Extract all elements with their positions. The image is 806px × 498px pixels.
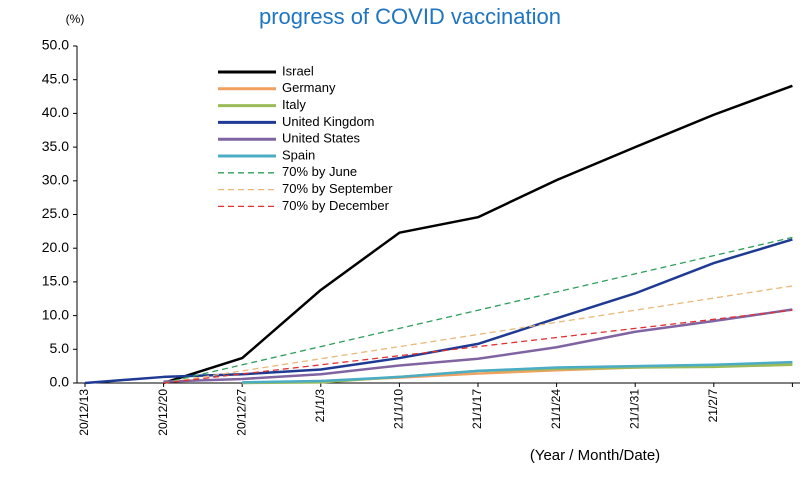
legend-label: Israel	[282, 63, 314, 78]
x-tick-label: 20/12/27	[234, 389, 248, 436]
series-line	[163, 309, 793, 384]
x-tick-label: 20/12/13	[77, 389, 91, 436]
y-tick-label: 20.0	[42, 239, 69, 255]
y-tick-label: 45.0	[42, 70, 69, 86]
series-line	[163, 285, 793, 384]
legend-label: United States	[282, 131, 361, 146]
y-tick-label: 35.0	[42, 138, 69, 154]
series-line	[84, 238, 793, 385]
legend-label: United Kingdom	[282, 114, 375, 129]
x-tick-label: 20/12/20	[156, 389, 170, 436]
legend-label: Spain	[282, 147, 315, 162]
y-tick-label: 5.0	[50, 340, 70, 356]
y-tick-label: 10.0	[42, 306, 69, 322]
y-tick-label: 25.0	[42, 205, 69, 221]
legend-label: Germany	[282, 80, 336, 95]
series-line	[163, 84, 793, 385]
y-tick-label: 30.0	[42, 172, 69, 188]
x-tick-label: 21/1/17	[470, 389, 484, 429]
legend-label: 70% by December	[282, 198, 390, 213]
series-line	[163, 308, 793, 383]
x-tick-label: 21/1/3	[313, 389, 327, 423]
x-tick-label: 21/1/10	[392, 389, 406, 429]
y-tick-label: 40.0	[42, 104, 69, 120]
x-axis-label: (Year / Month/Date)	[530, 447, 660, 464]
y-tick-label: 0.0	[50, 374, 70, 390]
y-tick-label: 50.0	[42, 37, 69, 53]
x-tick-label: 21/1/24	[549, 389, 563, 429]
x-tick-label: 21/1/31	[627, 389, 641, 429]
chart-title: progress of COVID vaccination	[259, 4, 561, 29]
y-axis-label: (%)	[66, 12, 85, 26]
series-line	[163, 236, 793, 384]
legend-label: 70% by September	[282, 181, 393, 196]
series-line	[242, 360, 793, 384]
legend-label: 70% by June	[282, 164, 357, 179]
legend-label: Italy	[282, 97, 306, 112]
y-tick-label: 15.0	[42, 273, 69, 289]
x-tick-label: 21/2/7	[706, 389, 720, 423]
